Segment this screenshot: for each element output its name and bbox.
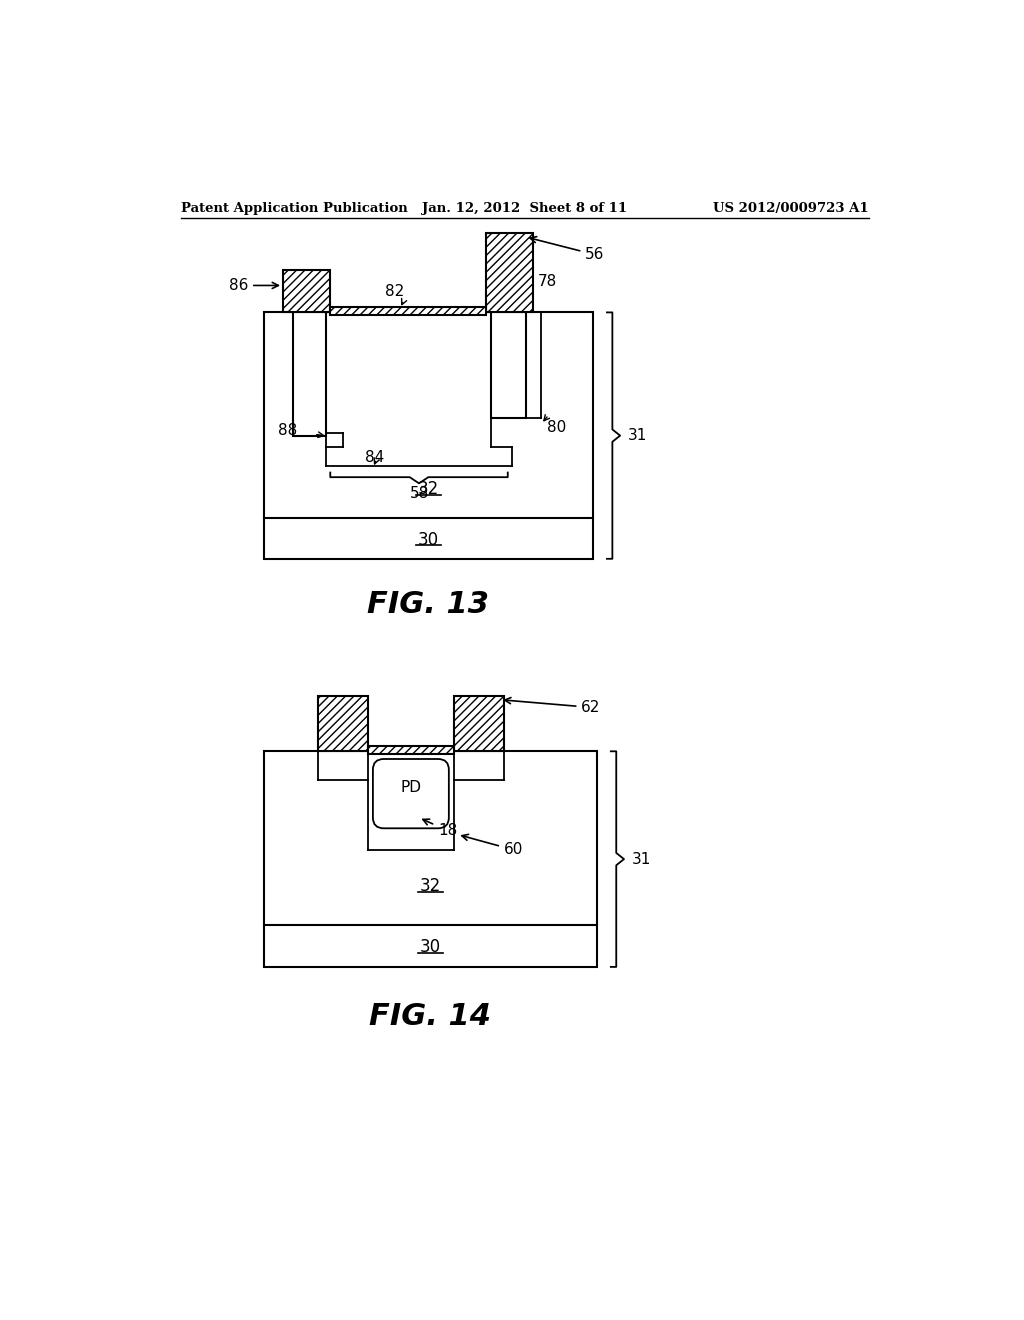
Text: 30: 30 <box>420 939 440 956</box>
Text: Patent Application Publication: Patent Application Publication <box>180 202 408 215</box>
Text: 56: 56 <box>530 236 604 263</box>
Text: US 2012/0009723 A1: US 2012/0009723 A1 <box>714 202 869 215</box>
Text: 60: 60 <box>462 834 523 858</box>
Bar <box>490 313 526 418</box>
Text: FIG. 13: FIG. 13 <box>368 590 489 619</box>
Bar <box>283 271 330 313</box>
Text: Jan. 12, 2012  Sheet 8 of 11: Jan. 12, 2012 Sheet 8 of 11 <box>422 202 628 215</box>
Text: 58: 58 <box>410 486 429 500</box>
Text: 31: 31 <box>632 851 651 867</box>
Text: 84: 84 <box>366 450 384 465</box>
Bar <box>454 696 504 751</box>
Text: 82: 82 <box>385 284 403 300</box>
Text: PD: PD <box>400 780 421 795</box>
Text: 32: 32 <box>420 876 441 895</box>
FancyBboxPatch shape <box>373 759 449 829</box>
Bar <box>369 746 454 754</box>
Text: 88: 88 <box>278 424 297 438</box>
Bar <box>293 313 327 436</box>
Bar <box>263 313 593 558</box>
Text: 86: 86 <box>228 279 279 293</box>
Bar <box>263 751 597 966</box>
Bar <box>486 234 534 313</box>
Text: 31: 31 <box>628 428 647 444</box>
Text: 32: 32 <box>418 480 439 499</box>
Text: FIG. 14: FIG. 14 <box>370 1002 492 1031</box>
Bar <box>317 696 369 751</box>
Text: 78: 78 <box>538 275 557 289</box>
Text: 80: 80 <box>547 420 566 436</box>
Text: 30: 30 <box>418 531 439 549</box>
Text: 62: 62 <box>505 697 601 715</box>
Bar <box>330 308 486 314</box>
Text: 18: 18 <box>423 820 458 838</box>
